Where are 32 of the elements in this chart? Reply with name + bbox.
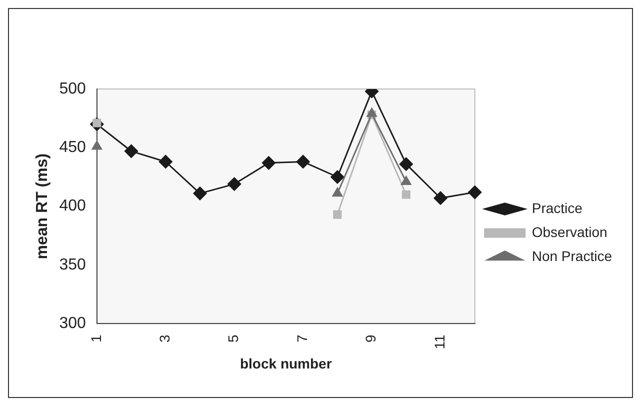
point [193,186,207,200]
point [402,190,410,199]
x-tick-label: 7 [294,334,310,342]
x-axis-title: block number [240,355,332,372]
y-tick-label: 450 [59,139,86,156]
point [332,188,342,197]
point [262,156,276,170]
x-tick-label: 11 [431,334,448,350]
y-axis-title: mean RT (ms) [34,153,52,260]
y-tick-label: 500 [59,80,86,98]
x-tick-label: 5 [225,334,242,342]
point [401,176,412,185]
y-tick-label: 400 [59,198,86,215]
point [366,108,377,117]
y-tick-label: 350 [59,256,86,274]
point [434,191,448,205]
point [330,170,344,184]
y-tick-label: 300 [59,315,86,332]
point [468,186,482,200]
point [333,210,342,219]
point [124,144,138,158]
point [158,154,172,168]
legend-label: Non Practice [532,248,612,264]
point [228,177,242,191]
x-tick-label: 9 [362,334,379,342]
x-tick-label: 3 [156,334,172,342]
x-tick-label: 1 [88,334,104,342]
legend-label: Observation [532,224,608,240]
legend-label: Practice [532,200,583,216]
point [92,140,102,150]
point [399,157,413,171]
point [296,154,310,168]
